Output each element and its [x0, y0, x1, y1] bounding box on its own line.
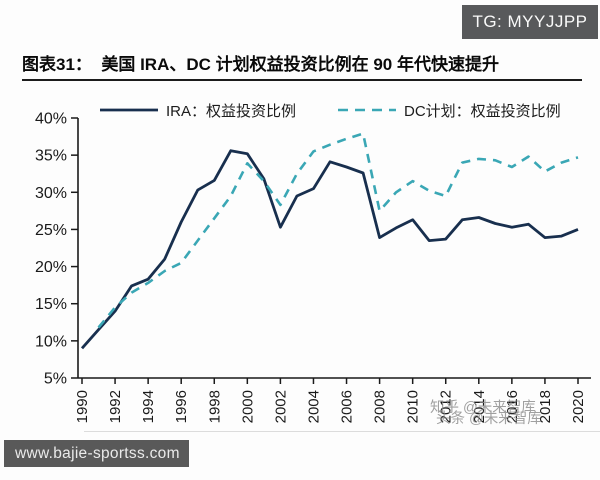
- x-tick-label: 2006: [339, 390, 356, 423]
- dc-line: [97, 132, 579, 329]
- x-tick-label: 1992: [107, 390, 124, 423]
- x-tick-label: 2004: [305, 390, 322, 423]
- x-tick-label: 2000: [239, 390, 256, 423]
- y-tick-label: 40%: [35, 111, 67, 128]
- y-tick-label: 20%: [35, 259, 67, 276]
- x-tick-label: 1996: [173, 390, 190, 423]
- x-tick-label: 1990: [74, 390, 91, 423]
- title-underline: [22, 79, 582, 81]
- x-tick-label: 1998: [206, 390, 223, 423]
- x-axis: 1990 1992 1994 1996 1998 2000 2002 2004 2006 2008…: [74, 377, 591, 423]
- site-watermark-text: www.bajie-sportss.com: [15, 445, 180, 462]
- x-tick-label: 2010: [405, 390, 422, 423]
- telegram-watermark-badge: TG: MYYJJPP: [462, 5, 598, 39]
- y-tick-label: 15%: [35, 296, 67, 313]
- legend-label-ira: IRA：权益投资比例: [166, 103, 296, 120]
- y-tick-label: 25%: [35, 222, 67, 239]
- y-tick-label: 35%: [35, 148, 67, 165]
- x-tick-label: 2016: [504, 390, 521, 423]
- x-tick-label: 2020: [570, 390, 587, 423]
- line-chart: 5% 10% 15% 20% 25% 30% 35% 40% 1990 1992 1994 1996…: [35, 103, 591, 423]
- y-tick-label: 30%: [35, 185, 67, 202]
- x-tick-label: 2018: [537, 390, 554, 423]
- ira-line: [80, 149, 579, 350]
- page-divider-line: [84, 431, 600, 432]
- x-tick-label: 1994: [140, 390, 157, 423]
- y-tick-label: 5%: [44, 371, 67, 388]
- y-axis: 5% 10% 15% 20% 25% 30% 35% 40%: [35, 111, 79, 388]
- x-tick-label: 2002: [272, 390, 289, 423]
- telegram-badge-text: TG: MYYJJPP: [472, 12, 588, 31]
- figure-title: 图表31： 美国 IRA、DC 计划权益投资比例在 90 年代快速提升: [22, 55, 499, 74]
- x-tick-label: 2008: [372, 390, 389, 423]
- x-tick-label: 2012: [438, 390, 455, 423]
- series-lines: [80, 132, 579, 350]
- site-watermark-bar: www.bajie-sportss.com: [4, 440, 189, 467]
- legend-label-dc: DC计划：权益投资比例: [404, 103, 561, 120]
- legend: IRA：权益投资比例 DC计划：权益投资比例: [100, 103, 561, 120]
- x-tick-label: 2014: [471, 390, 488, 423]
- y-tick-label: 10%: [35, 333, 67, 350]
